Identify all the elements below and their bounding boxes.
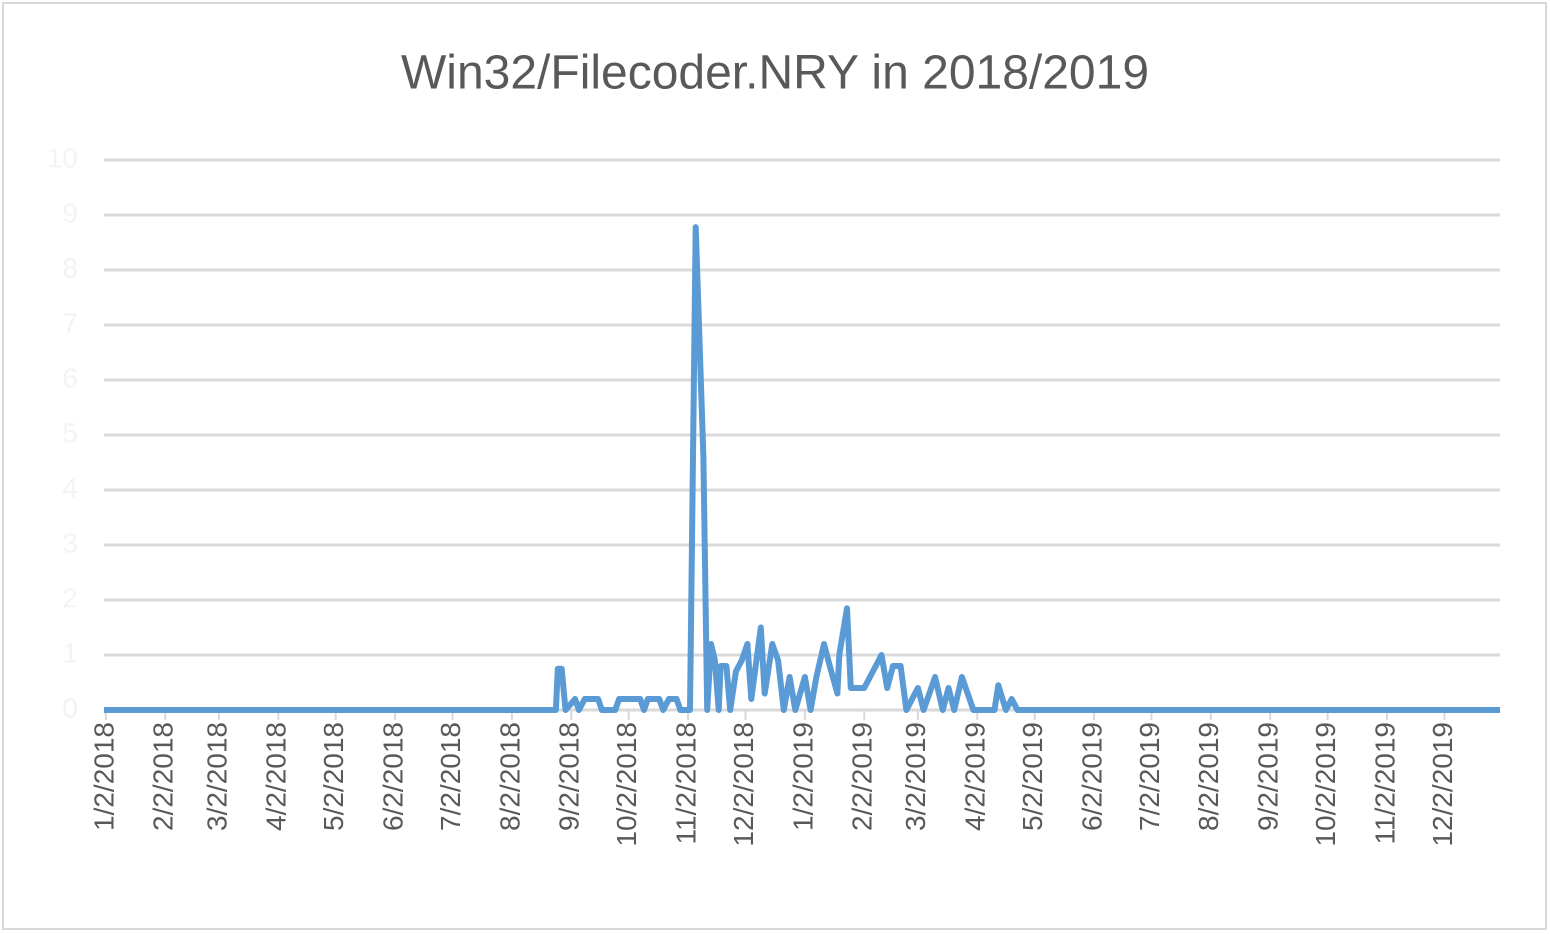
y-tick-label: 6	[62, 362, 78, 393]
x-tick-label: 7/2/2018	[435, 722, 466, 831]
x-tick-label: 12/2/2018	[728, 722, 759, 847]
data-line	[104, 224, 1500, 713]
x-tick-label: 7/2/2019	[1134, 722, 1165, 831]
x-tick-label: 10/2/2019	[1310, 722, 1341, 847]
chart-title: Win32/Filecoder.NRY in 2018/2019	[401, 47, 1149, 100]
x-tick-label: 2/2/2019	[847, 722, 878, 831]
y-tick-label: 0	[62, 692, 78, 723]
x-tick-label: 6/2/2019	[1076, 722, 1107, 831]
y-tick-label: 8	[62, 252, 78, 283]
y-tick-label: 3	[62, 527, 78, 558]
x-tick-label: 10/2/2018	[611, 722, 642, 847]
x-tick-label: 12/2/2019	[1427, 722, 1458, 847]
x-tick-label: 2/2/2018	[148, 722, 179, 831]
x-tick-label: 5/2/2019	[1017, 722, 1048, 831]
x-tick-label: 9/2/2018	[554, 722, 585, 831]
y-tick-label: 5	[62, 417, 78, 448]
y-tick-label: 4	[62, 472, 78, 503]
y-tick-label: 7	[62, 307, 78, 338]
y-tick-label: 9	[62, 197, 78, 228]
x-tick-label: 8/2/2018	[494, 722, 525, 831]
x-tick-label: 11/2/2019	[1369, 722, 1400, 845]
x-tick-label: 4/2/2018	[261, 722, 292, 831]
y-tick-label: 1	[62, 637, 78, 668]
x-tick-label: 11/2/2018	[670, 722, 701, 845]
y-tick-label: 10	[47, 142, 78, 173]
x-tick-label: 3/2/2018	[201, 722, 232, 831]
y-tick-label: 2	[62, 582, 78, 613]
x-tick-label: 6/2/2018	[377, 722, 408, 831]
x-tick-label: 1/2/2019	[787, 722, 818, 831]
x-tick-label: 1/2/2018	[88, 722, 119, 831]
x-tick-label: 5/2/2018	[318, 722, 349, 831]
x-tick-label: 3/2/2019	[900, 722, 931, 831]
x-tick-label: 8/2/2019	[1193, 722, 1224, 831]
x-tick-label: 4/2/2019	[960, 722, 991, 831]
x-tick-label: 9/2/2019	[1253, 722, 1284, 831]
